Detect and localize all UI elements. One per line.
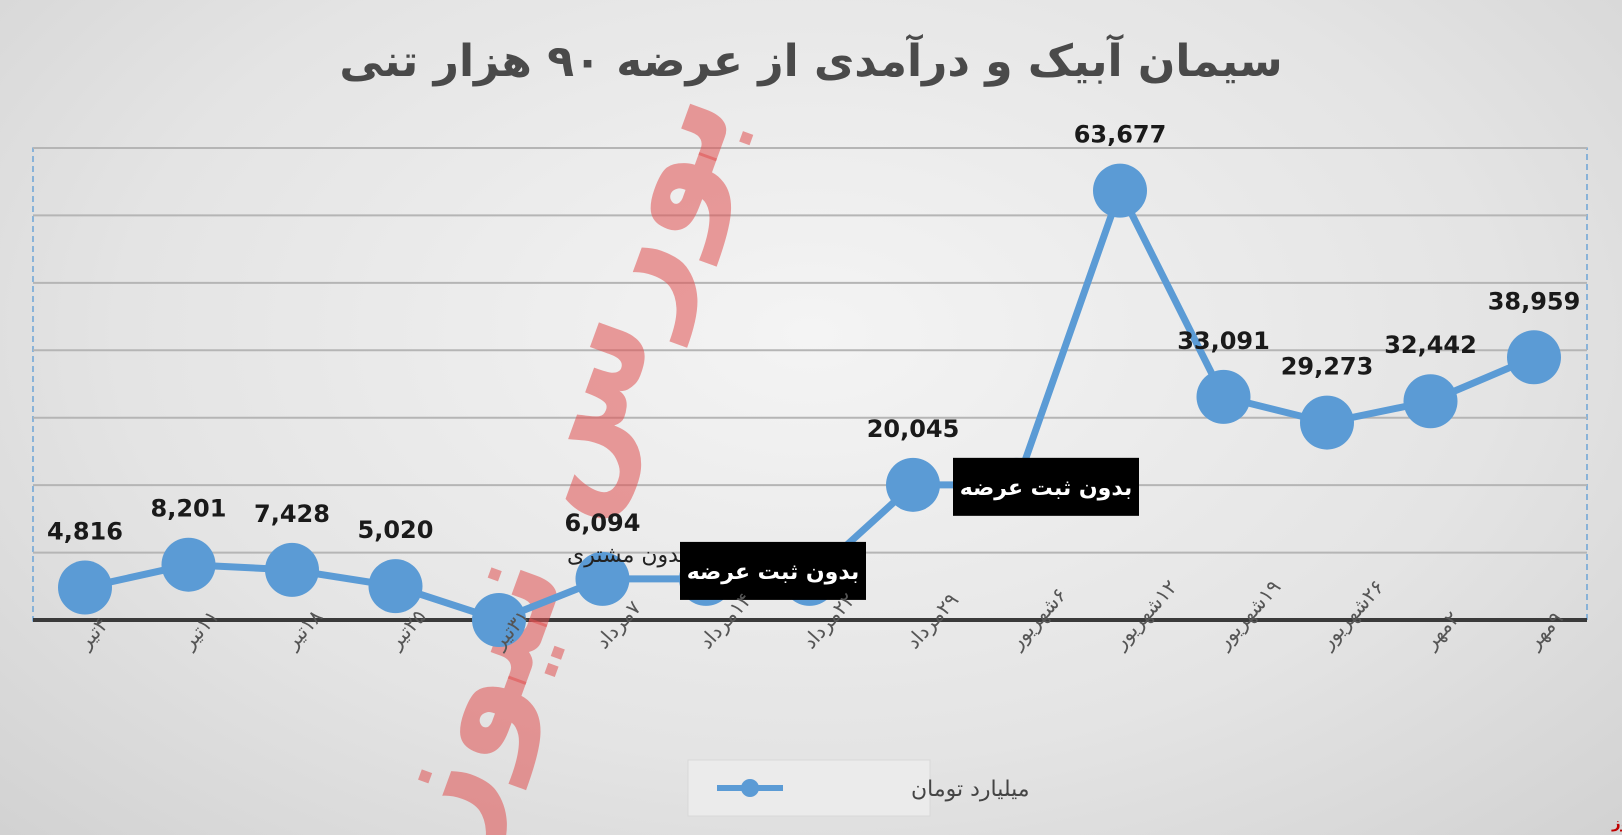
x-tick-label: ۲مهر <box>1418 606 1464 654</box>
data-label: 29,273 <box>1281 353 1374 381</box>
watermark: بورس نیوز <box>332 60 770 835</box>
data-label: 4,816 <box>47 518 123 546</box>
data-point <box>575 551 630 606</box>
annotation-text: بدون ثبت عرضه <box>960 476 1133 501</box>
data-label: 33,091 <box>1177 327 1270 355</box>
brand-mark: بورس نیوز <box>1611 814 1622 832</box>
data-point <box>161 537 216 592</box>
annotation-box <box>680 541 866 600</box>
x-tick-label: ۲۶شهریور <box>1314 575 1389 654</box>
legend-series-marker <box>741 779 759 797</box>
data-point <box>368 559 423 614</box>
legend: میلیارد تومان <box>687 759 1030 817</box>
annotation-text: بدون مشتری <box>567 543 686 568</box>
x-tick-label: ۹مهر <box>1521 606 1567 654</box>
data-label: 6,094 <box>565 509 641 537</box>
data-point <box>472 593 526 647</box>
watermark-text: بورس نیوز <box>332 60 770 835</box>
data-labels: 4,816 8,201 7,428 5,020 6,094 20,045 63,677 33,… <box>47 121 1580 546</box>
data-label: 63,677 <box>1074 121 1167 149</box>
x-tick-label: ۱۹شهریور <box>1211 575 1286 654</box>
data-label: 5,020 <box>358 516 434 544</box>
data-point <box>1196 369 1251 424</box>
x-tick-label: ۱۲شهریور <box>1107 575 1182 654</box>
data-label: 38,959 <box>1488 287 1581 315</box>
data-point <box>1300 395 1354 450</box>
data-point <box>1403 374 1458 429</box>
chart-title: سیمان آبیک و درآمدی از عرضه ۹۰ هزار تنی <box>339 33 1282 87</box>
data-point <box>886 457 940 512</box>
data-point <box>1507 330 1561 385</box>
data-point <box>58 560 112 615</box>
x-tick-label: ۱۱تیر <box>176 604 224 654</box>
data-label: 20,045 <box>867 415 960 443</box>
x-tick-label: ۱۸تیر <box>279 604 327 654</box>
legend-series-name: میلیارد تومان <box>911 777 1030 802</box>
data-label: 32,442 <box>1384 331 1477 359</box>
data-label: 8,201 <box>151 495 227 523</box>
annotation-text: بدون ثبت عرضه <box>687 560 860 585</box>
data-point <box>1093 163 1147 218</box>
data-point <box>265 542 319 597</box>
data-label: 7,428 <box>254 500 330 528</box>
annotation-box <box>953 457 1139 516</box>
